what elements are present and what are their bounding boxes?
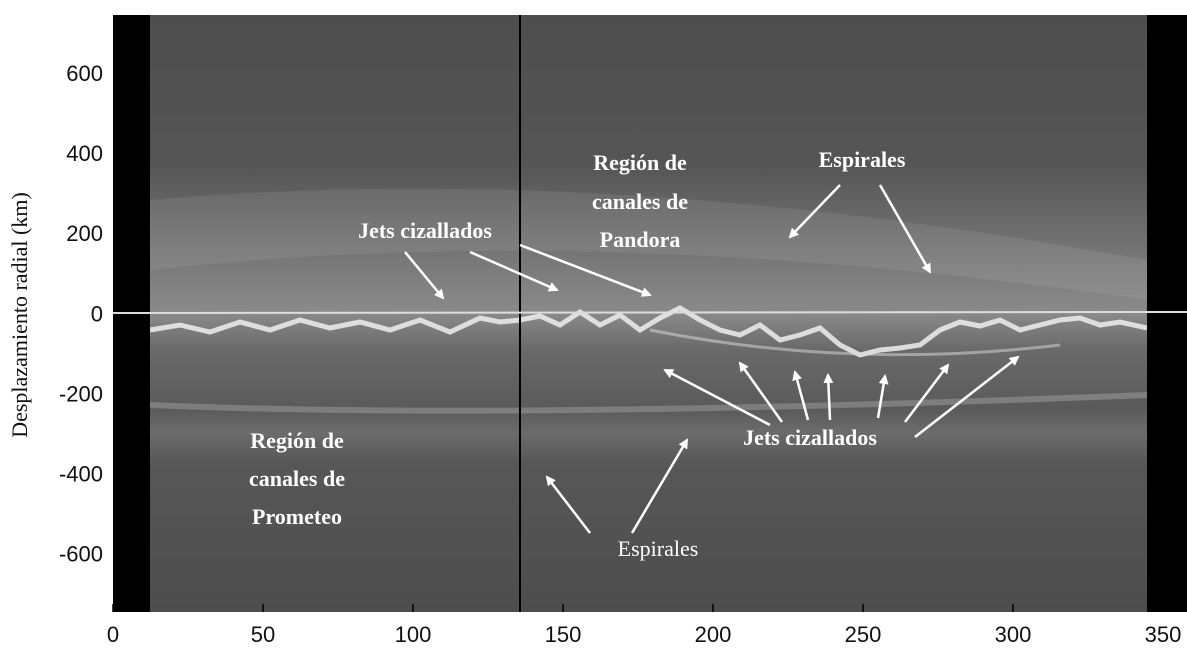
x-tick-label: 200: [695, 622, 732, 647]
x-tick-label: 0: [107, 622, 119, 647]
x-tick-label: 100: [395, 622, 432, 647]
annotation: Jets cizallados: [743, 425, 877, 450]
annotation: Región de: [593, 150, 687, 175]
y-tick-label: -600: [59, 542, 103, 567]
x-tick-label: 150: [545, 622, 582, 647]
annotation: Espirales: [618, 536, 699, 561]
y-tick-label: 0: [91, 301, 103, 326]
annotation: canales de: [249, 466, 345, 491]
y-tick-label: 400: [66, 141, 103, 166]
x-tick-label: 250: [845, 622, 882, 647]
image: [112, 15, 1187, 612]
annotation: Pandora: [600, 227, 681, 252]
annotation: Región de: [250, 428, 344, 453]
y-tick-label: 600: [66, 61, 103, 86]
arrows: [404, 184, 1020, 534]
x-tick-label: 50: [251, 622, 275, 647]
annotation: Espirales: [819, 147, 906, 172]
annotation: Jets cizallados: [358, 218, 492, 243]
y-axis-label: Desplazamiento radial (km): [7, 192, 32, 438]
annotation: canales de: [592, 189, 688, 214]
y-tick-label: -200: [59, 381, 103, 406]
x-tick-label: 350: [1145, 622, 1182, 647]
annotation: Prometeo: [252, 504, 342, 529]
x-tick-label: 300: [995, 622, 1032, 647]
y-tick-label: -400: [59, 462, 103, 487]
y-tick-label: 200: [66, 221, 103, 246]
